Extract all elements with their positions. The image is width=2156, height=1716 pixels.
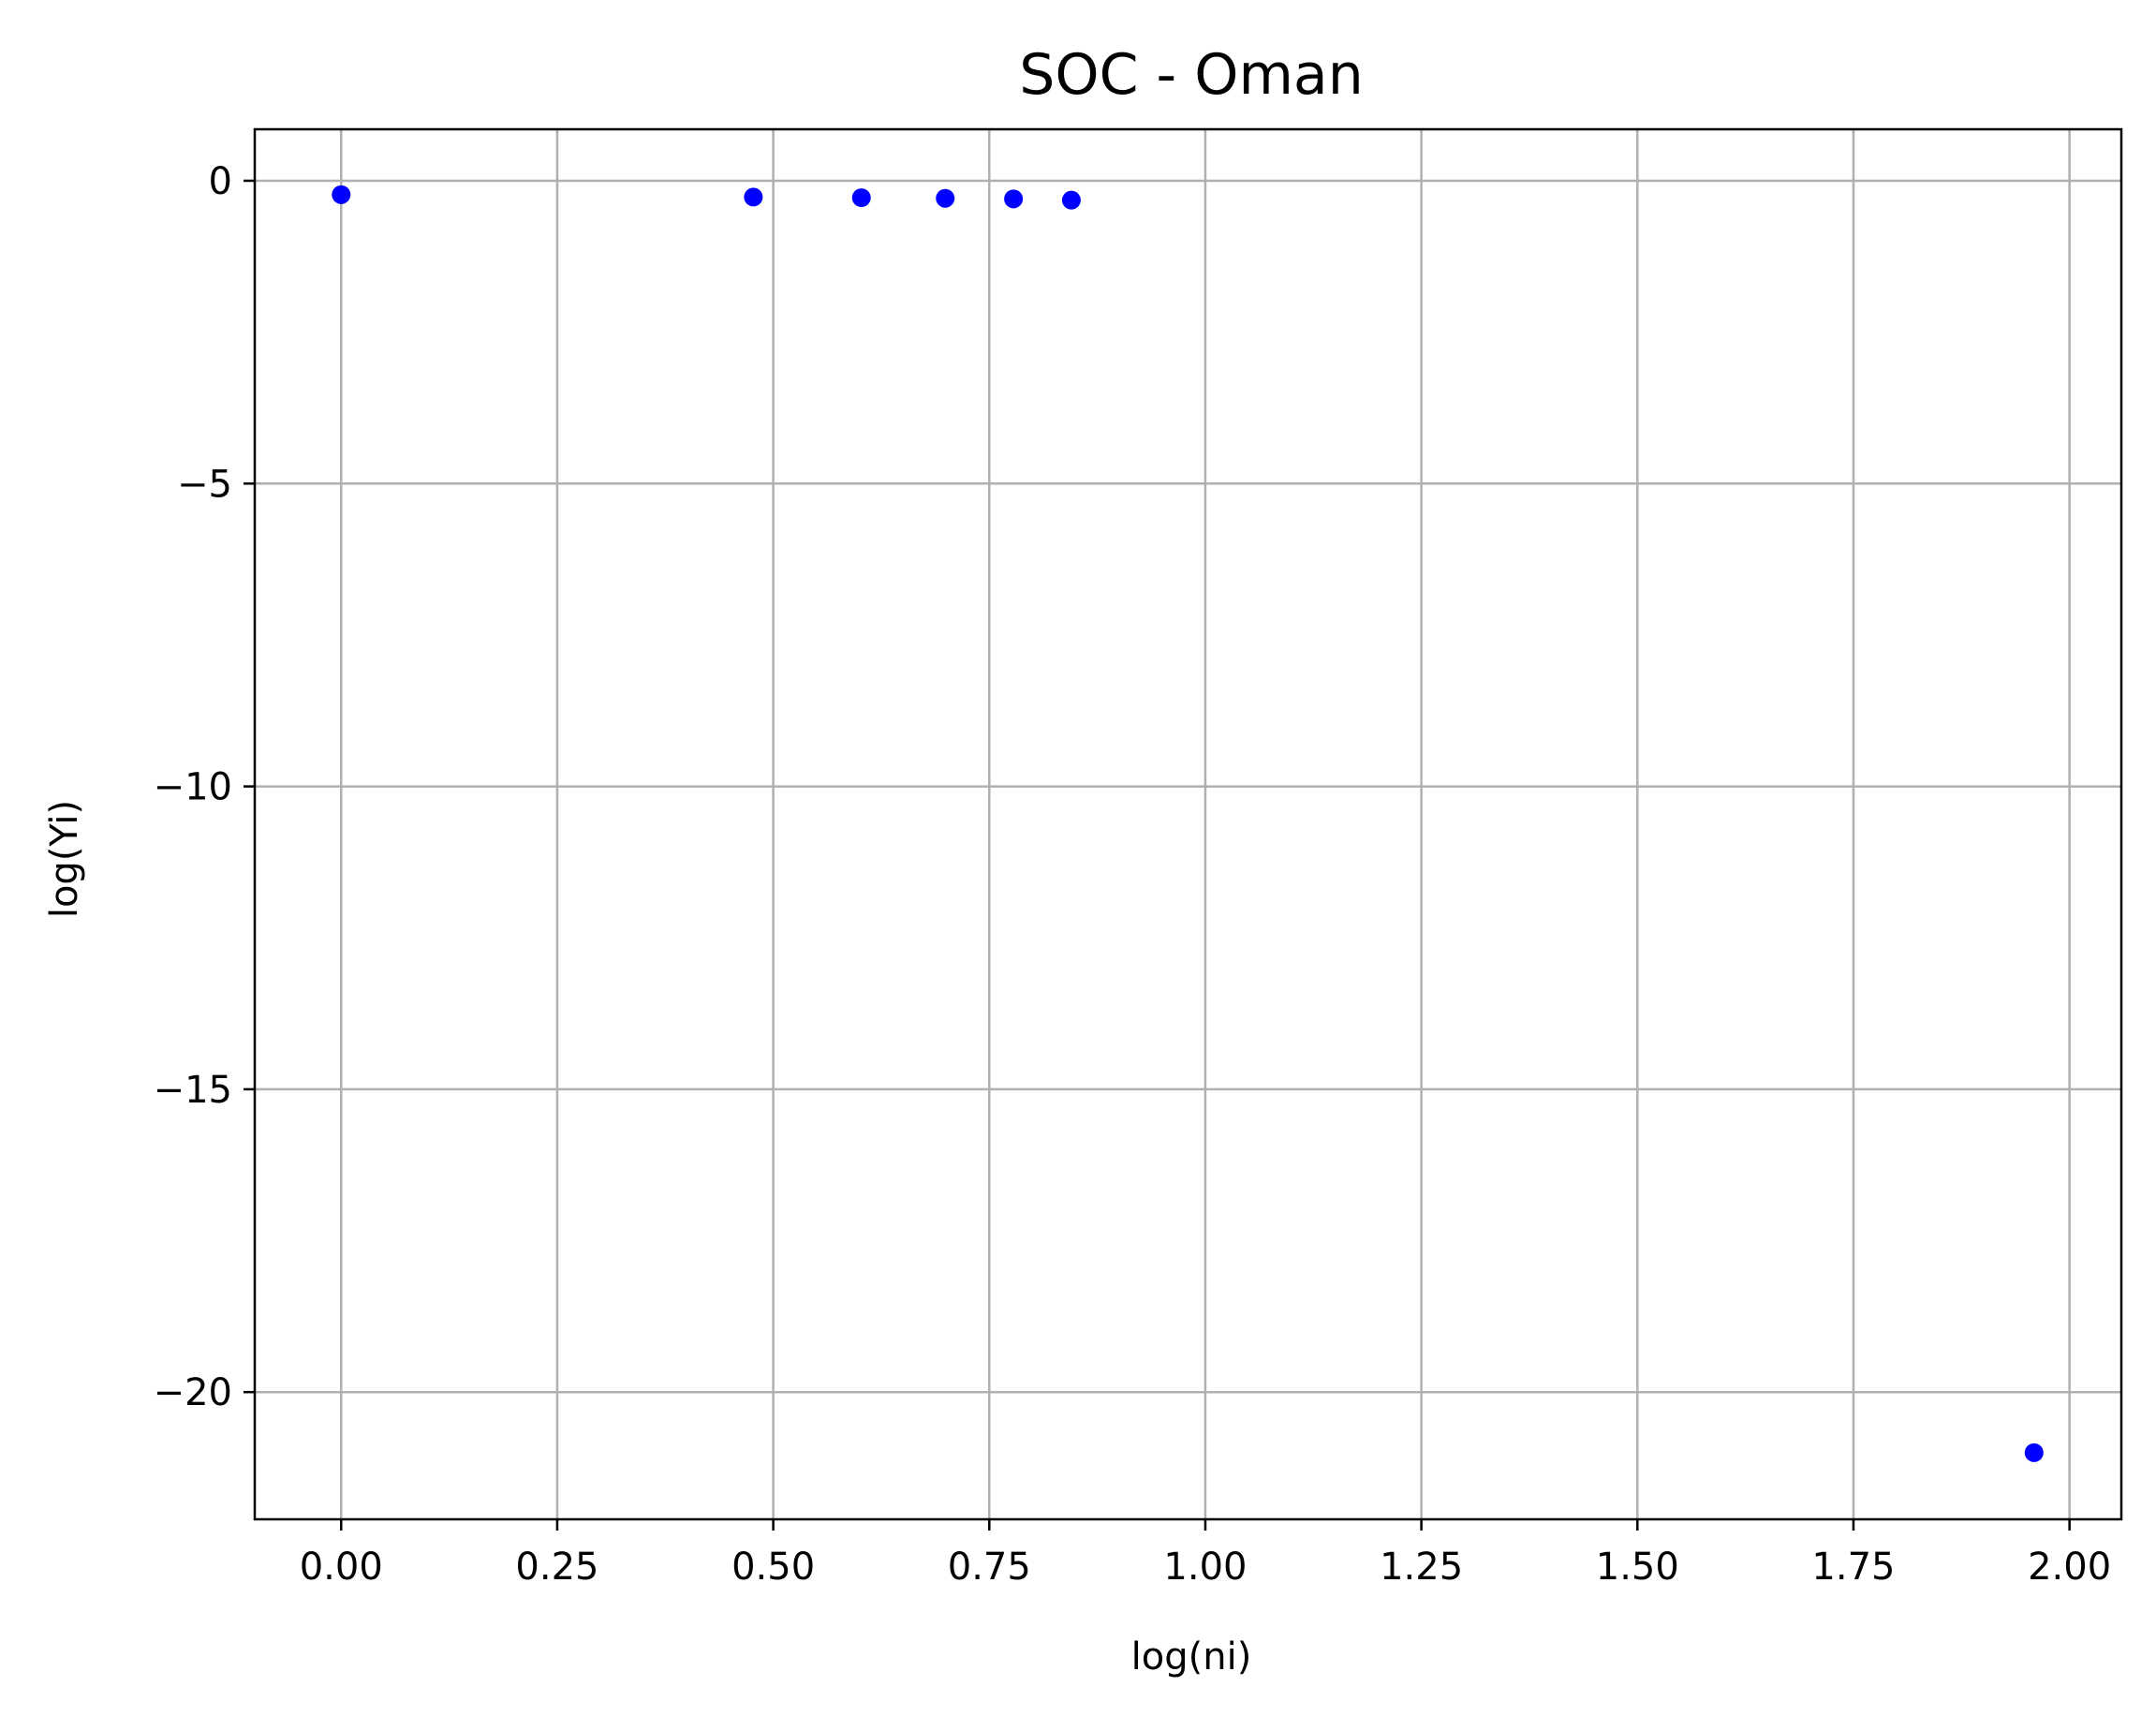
- x-tick-label: 1.00: [1163, 1546, 1247, 1589]
- data-points: [332, 185, 2044, 1462]
- y-axis-label: log(Yi): [43, 800, 86, 918]
- plot-frame: [253, 127, 2123, 1521]
- grid-lines: [255, 129, 2121, 1519]
- x-tick-label: 1.75: [1811, 1546, 1895, 1589]
- y-tick-label: −5: [177, 463, 232, 506]
- x-tick-label: 1.25: [1380, 1546, 1463, 1589]
- x-tick-label: 1.50: [1596, 1546, 1679, 1589]
- x-tick-label: 0.75: [948, 1546, 1031, 1589]
- axis-ticks: 0.00 0.25 0.50 0.75 1.00 1.25 1.50 1.75 2.00 0 −5 −…: [154, 160, 2112, 1589]
- data-point: [332, 185, 351, 204]
- data-point: [851, 188, 871, 208]
- y-tick-label: −15: [154, 1069, 232, 1112]
- y-tick-label: 0: [209, 160, 232, 203]
- x-tick-label: 0.00: [300, 1546, 383, 1589]
- data-point: [1004, 189, 1024, 209]
- y-tick-label: −10: [154, 766, 232, 809]
- x-tick-label: 2.00: [2028, 1546, 2111, 1589]
- x-tick-label: 0.25: [515, 1546, 598, 1589]
- y-tick-label: −20: [154, 1371, 232, 1414]
- data-point: [2024, 1442, 2044, 1462]
- data-point: [936, 188, 955, 208]
- x-axis-label: log(ni): [1131, 1635, 1252, 1679]
- data-point: [1061, 190, 1081, 210]
- data-point: [744, 187, 763, 207]
- x-tick-label: 0.50: [731, 1546, 815, 1589]
- chart-title: SOC - Oman: [1019, 42, 1363, 108]
